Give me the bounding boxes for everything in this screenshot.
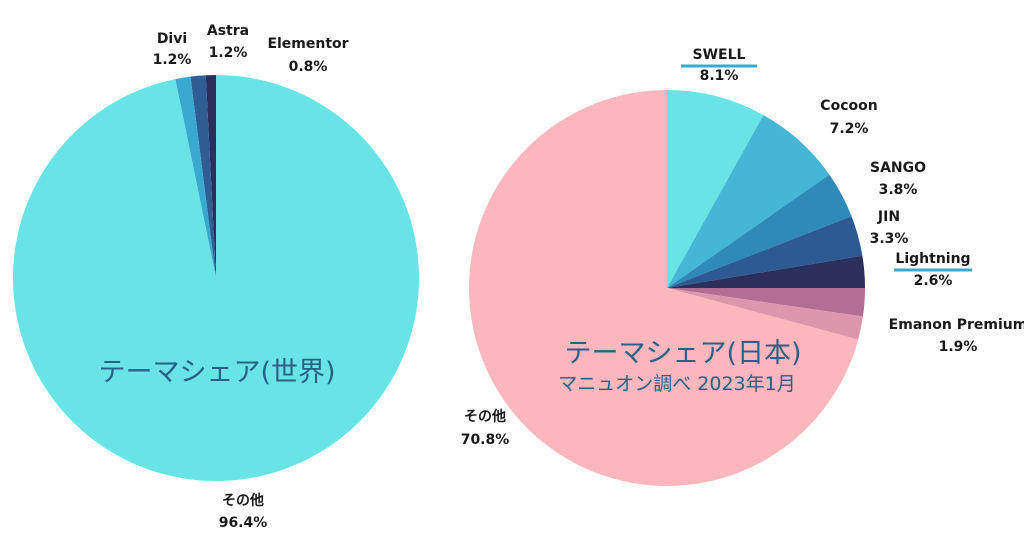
label-lightning-value: 2.6% bbox=[914, 273, 953, 289]
labels-japan: SWELL 8.1% Cocoon 7.2% SANGO 3.8% JIN 3.… bbox=[461, 47, 1024, 448]
japan-slice-other bbox=[469, 90, 859, 487]
pie-chart-japan bbox=[469, 90, 865, 487]
label-emanon-name: Emanon Premium bbox=[889, 317, 1024, 333]
japan-slice-slice-5 bbox=[667, 288, 865, 317]
label-lightning-name: Lightning bbox=[895, 251, 970, 267]
label-sango-name: SANGO bbox=[870, 160, 926, 176]
label-other-japan-value: 70.8% bbox=[461, 432, 510, 448]
japan-chart-subtitle: マニュオン調べ 2023年1月 bbox=[558, 373, 795, 395]
pie-chart-world bbox=[12, 75, 419, 481]
label-cocoon-name: Cocoon bbox=[820, 98, 877, 114]
world-slice-astra bbox=[190, 75, 216, 278]
japan-slice-cocoon bbox=[667, 115, 830, 288]
world-chart-title: テーマシェア(世界) bbox=[98, 357, 335, 388]
label-cocoon-value: 7.2% bbox=[830, 121, 869, 137]
japan-slice-swell bbox=[667, 90, 764, 288]
label-divi-name: Divi bbox=[157, 31, 187, 47]
label-elementor-name: Elementor bbox=[267, 36, 348, 52]
label-emanon-value: 1.9% bbox=[939, 339, 978, 355]
label-swell-name: SWELL bbox=[693, 47, 746, 63]
japan-chart-title: テーマシェア(日本) bbox=[564, 338, 801, 369]
label-astra-value: 1.2% bbox=[209, 45, 248, 61]
world-slice-other bbox=[12, 75, 419, 481]
japan-slice-lightning bbox=[667, 255, 865, 288]
label-sango-value: 3.8% bbox=[879, 182, 918, 198]
japan-slice-emanon-premium bbox=[667, 288, 863, 340]
japan-slice-sango bbox=[667, 174, 852, 288]
label-other-world-name: その他 bbox=[222, 492, 264, 509]
label-elementor-value: 0.8% bbox=[289, 59, 328, 75]
world-slice-divi bbox=[175, 76, 216, 278]
label-jin-name: JIN bbox=[877, 209, 900, 225]
label-astra-name: Astra bbox=[207, 23, 249, 39]
labels-world: Divi 1.2% Astra 1.2% Elementor 0.8% その他 … bbox=[98, 23, 348, 531]
label-jin-value: 3.3% bbox=[870, 231, 909, 247]
label-other-world-value: 96.4% bbox=[219, 515, 268, 531]
world-slice-elementor bbox=[205, 75, 216, 278]
label-divi-value: 1.2% bbox=[153, 52, 192, 68]
japan-slice-jin bbox=[667, 216, 863, 288]
label-other-japan-name: その他 bbox=[464, 408, 506, 425]
label-swell-value: 8.1% bbox=[700, 68, 739, 84]
